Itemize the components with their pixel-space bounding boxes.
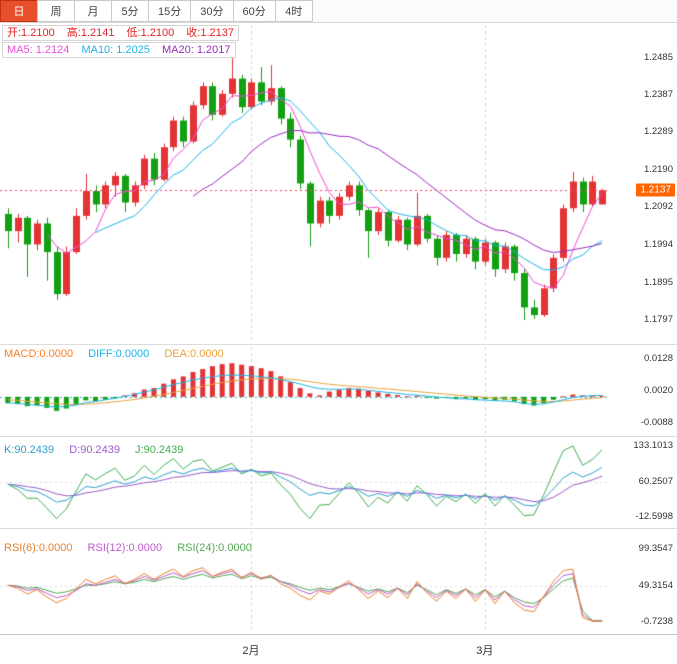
tab-5min[interactable]: 5分 [111,0,149,22]
axis-label: 0.0128 [643,353,673,365]
tab-30min[interactable]: 30分 [190,0,234,22]
rsi24-value: RSI(24):0.0000 [177,542,252,554]
d-value: D:90.2439 [69,444,120,456]
tab-day[interactable]: 日 [0,0,38,22]
low-value: 低:1.2100 [126,27,175,39]
axis-label: 1.1994 [643,238,673,250]
period-toolbar: 日 周 月 5分 15分 30分 60分 4时 [0,0,677,23]
axis-label: 1.2190 [643,164,673,176]
axis-label: 49.3154 [638,579,673,591]
macd-chart-canvas[interactable] [0,345,610,436]
tab-60min[interactable]: 60分 [232,0,276,22]
high-value: 高:1.2141 [66,27,115,39]
axis-label: -0.0088 [640,416,673,428]
axis-label: 133.1013 [633,440,673,452]
axis-label: 1.2485 [643,51,673,63]
axis-label: 1.1797 [643,313,673,325]
ma-info: MA5: 1.2124 MA10: 1.2025 MA20: 1.2017 [2,42,236,58]
axis-label: 1.2387 [643,88,673,100]
tab-4hour[interactable]: 4时 [274,0,313,22]
ma20-value: MA20: 1.2017 [162,44,231,56]
macd-value: MACD:0.0000 [4,348,74,360]
axis-label: -12.5998 [635,510,673,522]
tab-month[interactable]: 月 [74,0,112,22]
rsi-info: RSI(6):0.0000 RSI(12):0.0000 RSI(24):0.0… [4,541,264,555]
month-label-mar: 3月 [476,645,494,657]
kdj-chart-canvas[interactable] [0,437,610,528]
axis-label: -0.7238 [640,616,673,628]
axis-label: 99.3547 [638,543,673,555]
price-axis: 1.2485 1.2387 1.2289 1.2190 1.2092 1.1994 1.18… [610,23,677,344]
ma10-value: MA10: 1.2025 [81,44,150,56]
kdj-axis: 133.1013 60.2507 -12.5998 [610,437,677,528]
kdj-panel: K:90.2439 D:90.2439 J:90.2439 133.1013 60… [0,436,677,528]
k-value: K:90.2439 [4,444,55,456]
macd-info: MACD:0.0000 DIFF:0.0000 DEA:0.0000 [4,347,236,361]
rsi-panel: RSI(6):0.0000 RSI(12):0.0000 RSI(24):0.0… [0,528,677,634]
axis-label: 0.0020 [643,385,673,396]
rsi-axis: 99.3547 49.3154 -0.7238 [610,529,677,634]
ohlc-info: 开:1.2100 高:1.2141 低:1.2100 收:1.2137 [2,25,239,41]
month-label-feb: 2月 [242,645,260,657]
dea-value: DEA:0.0000 [164,348,224,360]
diff-value: DIFF:0.0000 [88,348,150,360]
axis-label: 60.2507 [638,475,673,487]
kdj-info: K:90.2439 D:90.2439 J:90.2439 [4,443,195,457]
macd-axis: 0.0128 0.0020 -0.0088 [610,345,677,436]
axis-label: 1.2092 [643,201,673,213]
axis-label: 1.1895 [643,276,673,288]
open-value: 开:1.2100 [7,27,55,39]
rsi6-value: RSI(6):0.0000 [4,542,73,554]
macd-panel: MACD:0.0000 DIFF:0.0000 DEA:0.0000 0.012… [0,344,677,436]
time-axis: 2月 3月 [0,634,677,664]
rsi12-value: RSI(12):0.0000 [87,542,163,554]
rsi-chart-canvas[interactable] [0,529,610,634]
ma5-value: MA5: 1.2124 [7,44,70,56]
tab-15min[interactable]: 15分 [148,0,192,22]
last-price-tag: 1.2137 [636,183,675,197]
axis-label: 1.2289 [643,126,673,138]
main-chart-panel: 开:1.2100 高:1.2141 低:1.2100 收:1.2137 MA5:… [0,23,677,344]
close-value: 收:1.2137 [186,27,234,39]
j-value: J:90.2439 [135,444,184,456]
tab-week[interactable]: 周 [37,0,75,22]
candlestick-chart-canvas[interactable] [0,23,610,344]
